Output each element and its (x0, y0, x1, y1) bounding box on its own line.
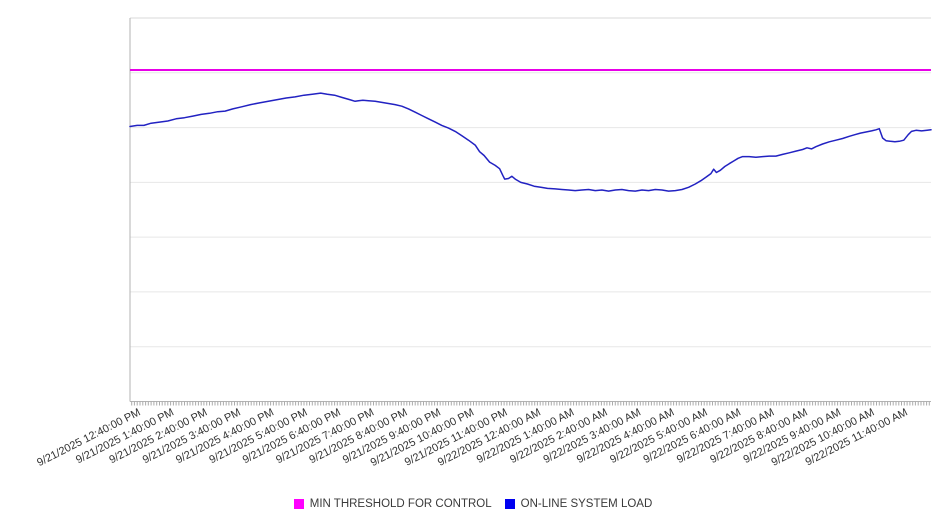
legend-item-min-threshold: MIN THRESHOLD FOR CONTROL (293, 498, 492, 510)
min-threshold-legend-label: MIN THRESHOLD FOR CONTROL (309, 498, 492, 510)
online-system-load-color-swatch-icon (504, 499, 515, 509)
chart-legend: MIN THRESHOLD FOR CONTROL ON-LINE SYSTEM… (0, 498, 946, 510)
online-system-load-legend-label: ON-LINE SYSTEM LOAD (520, 498, 653, 510)
line-chart-canvas: 9/21/2025 12:40:00 PM9/21/2025 1:40:00 P… (35, 17, 932, 469)
legend-item-online-system-load: ON-LINE SYSTEM LOAD (504, 498, 653, 510)
min-threshold-color-swatch-icon (293, 499, 304, 509)
